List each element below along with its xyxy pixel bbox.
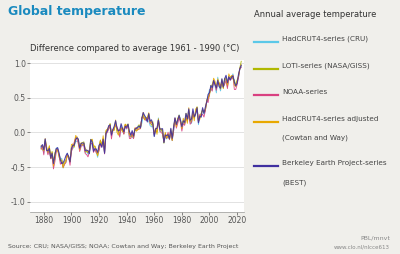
Text: (BEST): (BEST) [282,179,306,186]
Text: Annual average temperature: Annual average temperature [254,10,376,19]
Text: LOTI-series (NASA/GISS): LOTI-series (NASA/GISS) [282,62,370,69]
Text: Global temperature: Global temperature [8,5,146,18]
Text: www.clo.nl/nlcce613: www.clo.nl/nlcce613 [334,244,390,249]
Text: Berkeley Earth Project-series: Berkeley Earth Project-series [282,160,387,166]
Text: PBL/mnvt: PBL/mnvt [360,235,390,240]
Text: NOAA-series: NOAA-series [282,89,327,95]
Text: (Cowtan and Way): (Cowtan and Way) [282,135,348,141]
Text: HadCRUT4-series (CRU): HadCRUT4-series (CRU) [282,36,368,42]
Text: HadCRUT4-series adjusted: HadCRUT4-series adjusted [282,116,378,122]
Text: Difference compared to average 1961 - 1990 (°C): Difference compared to average 1961 - 19… [30,44,239,53]
Text: Source: CRU; NASA/GISS; NOAA; Cowtan and Way; Berkeley Earth Project: Source: CRU; NASA/GISS; NOAA; Cowtan and… [8,244,238,249]
